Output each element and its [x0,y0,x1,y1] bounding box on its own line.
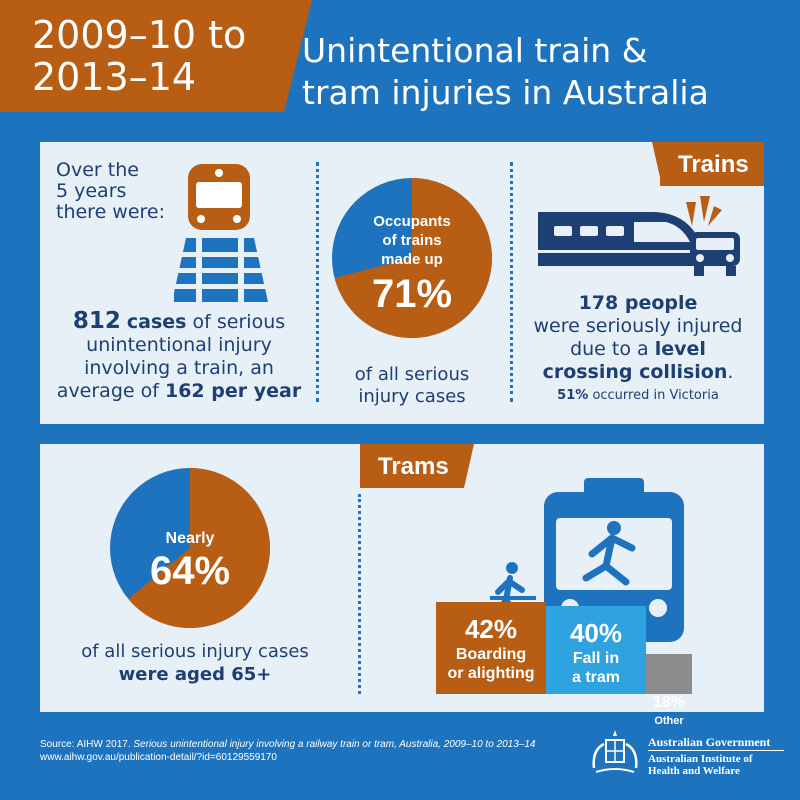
occupants-pie-chart [332,178,492,338]
trams-panel: Trams Nearly 64% of all serious injury c… [40,444,764,727]
people-line-2: were seriously injured [533,315,743,337]
coat-of-arms-icon [592,730,638,773]
level-crossing-text: 178 people were seriously injured due to… [518,292,758,384]
cases-line-1: 812 cases of serious [48,310,310,334]
due-to-a: due to a [570,338,649,360]
cases-line-3: involving a train, an [84,357,274,379]
date-line-1: 2009–10 to [32,13,247,57]
level-word: level [654,338,706,360]
occupants-line-1: Occupants [373,213,451,230]
occupants-label: Occupants of trains made up 71% [330,212,494,317]
source-url[interactable]: www.aihw.gov.au/publication-detail/?id=6… [40,752,277,763]
cases-line-2: unintentional injury [86,334,272,356]
bar-boarding-label-1: Boarding [455,646,527,663]
cases-text: 812 cases of serious unintentional injur… [48,310,310,403]
date-line-2: 2013–14 [32,55,197,99]
people-count: 178 people [578,292,698,314]
victoria-percent: 51% [557,388,589,403]
occupants-caption-1: of all serious [354,364,470,385]
people-line-3: due to a level [518,338,758,361]
train-car-collision-icon [538,196,740,276]
aged-percent: 64% [149,549,231,593]
people-line-4: crossing collision. [518,361,758,384]
aged-caption-1: of all serious injury cases [81,641,309,662]
main-title: Unintentional train & tram injuries in A… [302,30,709,114]
gov-line-3: Health and Welfare [648,765,740,777]
cases-line-4: average of 162 per year [48,380,310,403]
trains-panel: Trains Over the 5 years there were: 812 … [40,142,764,424]
cases-rest: of serious [192,311,286,333]
bar-boarding: 42% Boarding or alighting [436,602,546,694]
occupants-percent: 71% [371,272,453,316]
occupants-line-2: of trains [382,232,442,249]
trains-tag: Trains [660,142,764,186]
aged-caption: of all serious injury cases were aged 65… [50,640,340,686]
trams-tag-notch [464,444,474,488]
gov-divider [648,750,784,751]
victoria-text: 51% occurred in Victoria [518,388,758,403]
aged-caption-2: were aged 65+ [118,664,272,685]
title-line-2: tram injuries in Australia [302,73,709,112]
divider-2 [510,162,513,402]
per-year: 162 per year [164,380,302,402]
gov-line-2: Australian Institute of [648,753,753,765]
bar-fall-label-2: a tram [571,669,621,686]
occupants-caption-2: injury cases [358,386,466,407]
bar-fall-pct: 40% [569,618,623,648]
source-line: Source: AIHW 2017. Serious unintentional… [40,738,535,751]
intro-line-2: 5 years [56,180,127,202]
cases-count: 812 [72,308,121,334]
trains-tag-notch [652,142,662,186]
source-title: Serious unintentional injury involving a… [133,739,536,750]
source-prefix: Source: AIHW 2017. [40,739,131,750]
aihw-logo: Australian Government Australian Institu… [588,728,788,778]
bar-other-pct: 18% [652,694,686,711]
date-range-text: 2009–10 to 2013–14 [32,14,246,98]
victoria-rest: occurred in Victoria [592,388,719,403]
bar-other: 18% Other [646,654,692,727]
pie-aged-slice [128,468,271,628]
aged-pie-chart [110,468,271,628]
crossing-collision: crossing collision [542,361,728,383]
gov-line-1: Australian Government [648,735,771,749]
trams-tag: Trams [360,444,464,488]
title-line-1: Unintentional train & [302,31,648,70]
nearly-text: Nearly [165,530,215,547]
tram-fall-icon [490,478,684,642]
average-of: average of [56,380,159,402]
bar-fall: 40% Fall in a tram [546,606,646,694]
divider-3 [358,494,361,694]
bar-boarding-label-2: or alighting [447,665,535,682]
intro-line-1: Over the [56,159,139,181]
cases-word: cases [126,311,187,333]
bar-fall-label-1: Fall in [572,650,620,667]
occupants-caption: of all serious injury cases [322,364,502,408]
intro-line-3: there were: [56,201,166,223]
intro-text: Over the 5 years there were: [56,160,165,223]
train-on-track-icon [174,164,270,304]
date-range-banner: 2009–10 to 2013–14 [0,0,312,112]
footer-source: Source: AIHW 2017. Serious unintentional… [40,738,535,764]
aged-label: Nearly 64% [108,530,272,594]
pie-occupants-slice [334,178,492,338]
bar-other-label: Other [654,715,684,727]
occupants-line-3: made up [381,251,443,268]
bar-boarding-pct: 42% [464,614,518,644]
period: . [727,361,734,383]
divider-1 [316,162,319,402]
